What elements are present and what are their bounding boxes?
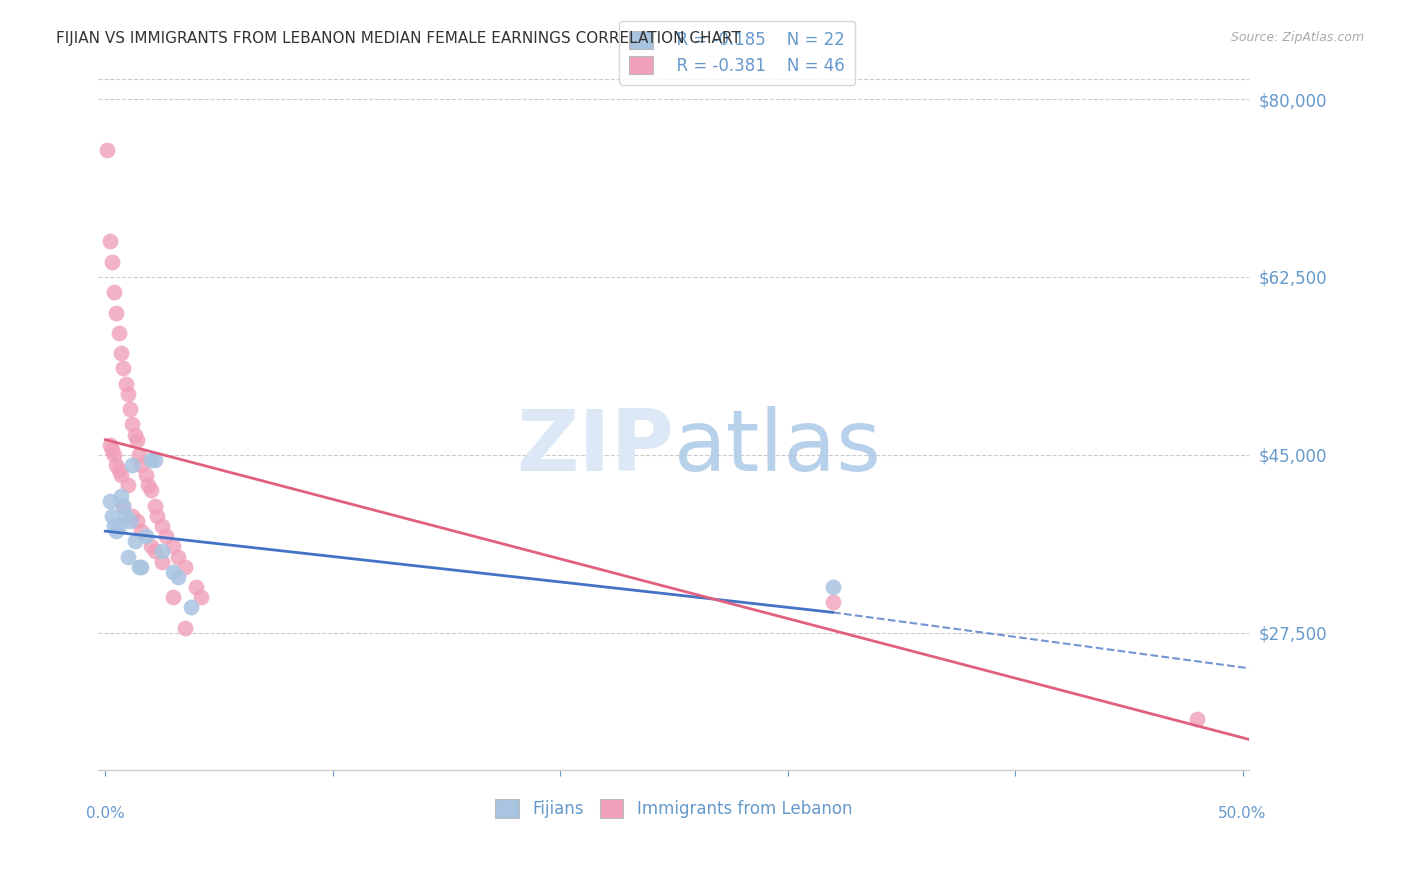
Point [121,508,143,523]
Point [162,565,184,579]
Point [120,402,142,417]
Point [105,305,128,319]
Text: 50.0%: 50.0% [1219,805,1267,821]
Point [190,590,212,604]
Point [117,549,139,564]
Point [110,489,132,503]
Text: Source: ZipAtlas.com: Source: ZipAtlas.com [1230,31,1364,45]
Point [110,468,132,483]
Point [107,326,129,340]
Point [135,529,157,543]
Point [150,555,173,569]
Point [103,519,125,533]
Point [1185,712,1208,726]
Point [131,524,153,538]
Point [821,595,844,609]
Point [101,442,124,457]
Point [184,580,207,594]
Point [112,361,135,376]
Point [180,600,202,615]
Point [103,448,125,462]
Point [121,417,143,432]
Point [101,254,124,268]
Point [128,559,150,574]
Text: 0.0%: 0.0% [86,805,124,821]
Point [136,478,159,492]
Point [114,508,136,523]
Point [120,514,142,528]
Point [125,514,148,528]
Point [101,508,124,523]
Text: FIJIAN VS IMMIGRANTS FROM LEBANON MEDIAN FEMALE EARNINGS CORRELATION CHART: FIJIAN VS IMMIGRANTS FROM LEBANON MEDIAN… [56,31,741,46]
Point [143,453,166,467]
Point [131,458,153,472]
Point [107,463,129,477]
Point [139,483,162,498]
Point [107,519,129,533]
Point [146,508,169,523]
Point [150,519,173,533]
Point [110,346,132,360]
Point [112,499,135,513]
Text: ZIP: ZIP [516,406,673,489]
Point [135,468,157,483]
Point [821,580,844,594]
Point [139,539,162,553]
Point [117,478,139,492]
Point [166,549,188,564]
Point [96,143,118,157]
Point [98,493,121,508]
Legend: Fijians, Immigrants from Lebanon: Fijians, Immigrants from Lebanon [489,793,859,825]
Point [98,235,121,249]
Text: atlas: atlas [673,406,882,489]
Point [128,448,150,462]
Point [162,590,184,604]
Point [173,559,195,574]
Point [105,458,128,472]
Point [117,387,139,401]
Point [98,438,121,452]
Point [139,453,162,467]
Point [124,534,146,549]
Point [103,285,125,300]
Point [162,539,184,553]
Point [105,524,128,538]
Point [131,559,153,574]
Point [124,427,146,442]
Point [112,499,135,513]
Point [114,376,136,391]
Point [143,544,166,558]
Point [150,544,173,558]
Point [125,433,148,447]
Point [173,621,195,635]
Point [166,570,188,584]
Point [121,458,143,472]
Point [143,499,166,513]
Point [155,529,177,543]
